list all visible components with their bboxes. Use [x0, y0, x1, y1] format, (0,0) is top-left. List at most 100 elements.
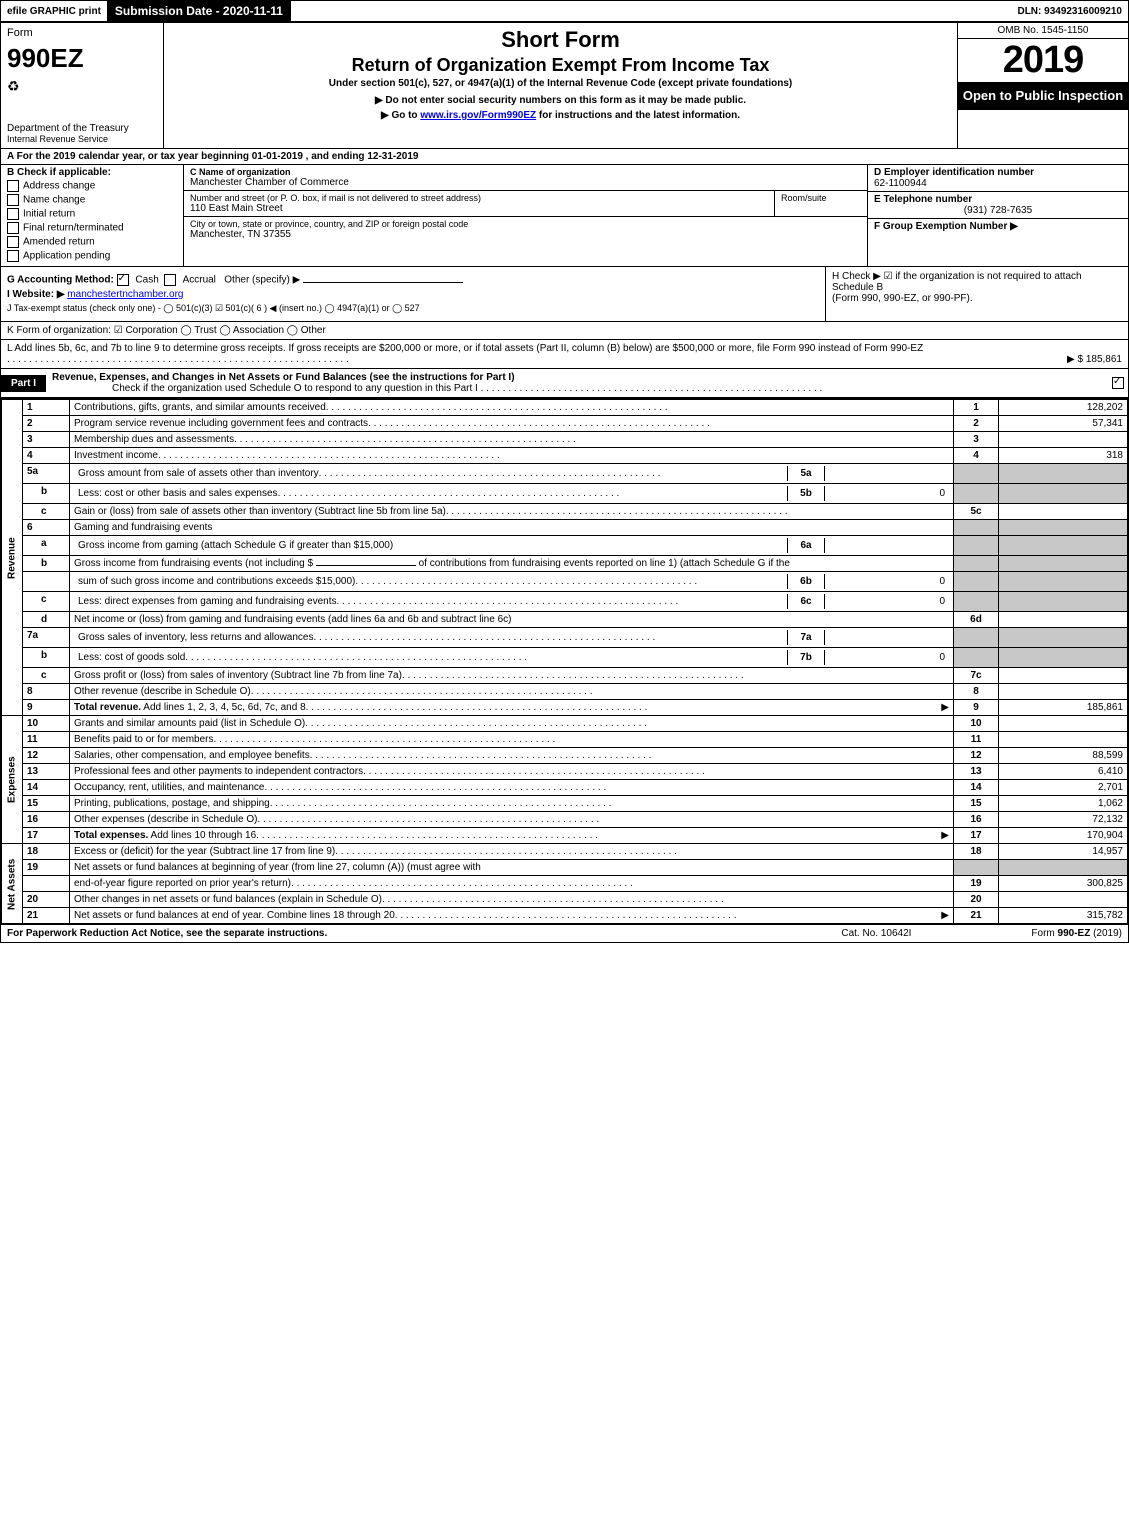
- line-17-amount: 170,904: [999, 828, 1128, 844]
- submission-date-button[interactable]: Submission Date - 2020-11-11: [107, 1, 291, 21]
- line-6c-desc: Less: direct expenses from gaming and fu…: [78, 596, 336, 607]
- return-of-title: Return of Organization Exempt From Incom…: [170, 55, 951, 76]
- table-row: 21 Net assets or fund balances at end of…: [2, 908, 1128, 924]
- line-5a-desc: Gross amount from sale of assets other t…: [78, 468, 319, 479]
- line-11-amount: [999, 732, 1128, 748]
- line-10-desc: Grants and similar amounts paid (list in…: [74, 718, 305, 729]
- line-6a-desc: Gross income from gaming (attach Schedul…: [78, 540, 393, 551]
- table-row: c Less: direct expenses from gaming and …: [2, 592, 1128, 612]
- line-5c-desc: Gain or (loss) from sale of assets other…: [74, 506, 446, 517]
- website-link[interactable]: manchestertnchamber.org: [67, 289, 183, 300]
- line-5a-inner-amount: [825, 466, 949, 481]
- goto-instructions: ▶ Go to www.irs.gov/Form990EZ for instru…: [170, 110, 951, 121]
- table-row: Expenses 10 Grants and similar amounts p…: [2, 716, 1128, 732]
- l-gross-receipts: L Add lines 5b, 6c, and 7b to line 9 to …: [1, 340, 1128, 369]
- g-accounting-method: G Accounting Method: Cash Accrual Other …: [7, 274, 819, 286]
- revenue-side-label: Revenue: [2, 400, 23, 716]
- table-row: c Gross profit or (loss) from sales of i…: [2, 668, 1128, 684]
- table-row: 9 Total revenue. Add lines 1, 2, 3, 4, 5…: [2, 700, 1128, 716]
- f-group-exemption-label: F Group Exemption Number ▶: [874, 221, 1122, 232]
- checkbox-cash[interactable]: [117, 274, 129, 286]
- checkbox-amended-return[interactable]: Amended return: [7, 236, 177, 248]
- checkbox-schedule-o[interactable]: [1112, 377, 1124, 389]
- table-row: 12 Salaries, other compensation, and emp…: [2, 748, 1128, 764]
- street-address: 110 East Main Street: [190, 203, 768, 214]
- street-label: Number and street (or P. O. box, if mail…: [190, 193, 768, 203]
- table-row: 15 Printing, publications, postage, and …: [2, 796, 1128, 812]
- part-1-label: Part I: [1, 375, 46, 392]
- section-g-h: G Accounting Method: Cash Accrual Other …: [1, 267, 1128, 322]
- i-website: I Website: ▶ manchestertnchamber.org: [7, 289, 819, 300]
- under-section-text: Under section 501(c), 527, or 4947(a)(1)…: [170, 78, 951, 89]
- table-row: b Gross income from fundraising events (…: [2, 556, 1128, 572]
- line-7b-desc: Less: cost of goods sold: [78, 652, 185, 663]
- c-label: C Name of organization: [190, 167, 861, 177]
- irs-link[interactable]: www.irs.gov/Form990EZ: [420, 110, 536, 121]
- part-1-table: Revenue 1 Contributions, gifts, grants, …: [1, 399, 1128, 924]
- checkbox-application-pending[interactable]: Application pending: [7, 250, 177, 262]
- part-1-sub: Check if the organization used Schedule …: [112, 383, 478, 394]
- line-4-amount: 318: [999, 448, 1128, 464]
- organization-name: Manchester Chamber of Commerce: [190, 177, 861, 188]
- table-row: c Gain or (loss) from sale of assets oth…: [2, 504, 1128, 520]
- line-5b-desc: Less: cost or other basis and sales expe…: [78, 488, 278, 499]
- checkbox-address-change[interactable]: Address change: [7, 180, 177, 192]
- table-row: end-of-year figure reported on prior yea…: [2, 876, 1128, 892]
- catalog-number: Cat. No. 10642I: [841, 928, 911, 939]
- part-1-title: Revenue, Expenses, and Changes in Net As…: [52, 372, 515, 383]
- footer-form-number: 990-EZ: [1058, 928, 1091, 939]
- form-header: Form 990EZ ♻ Department of the Treasury …: [1, 23, 1128, 149]
- line-2-desc: Program service revenue including govern…: [74, 418, 368, 429]
- department-label: Department of the Treasury: [7, 123, 157, 134]
- line-16-amount: 72,132: [999, 812, 1128, 828]
- line-19-desc-2: end-of-year figure reported on prior yea…: [74, 878, 291, 889]
- table-row: b Less: cost of goods sold 7b 0: [2, 648, 1128, 668]
- line-19-amount: 300,825: [999, 876, 1128, 892]
- table-row: 16 Other expenses (describe in Schedule …: [2, 812, 1128, 828]
- paperwork-notice: For Paperwork Reduction Act Notice, see …: [7, 928, 841, 939]
- section-b: B Check if applicable: Address change Na…: [1, 165, 1128, 267]
- short-form-title: Short Form: [170, 27, 951, 53]
- checkbox-initial-return[interactable]: Initial return: [7, 208, 177, 220]
- city-label: City or town, state or province, country…: [190, 219, 861, 229]
- net-assets-side-label: Net Assets: [2, 844, 23, 924]
- city-state-zip: Manchester, TN 37355: [190, 229, 861, 240]
- section-b-label: B Check if applicable:: [7, 167, 177, 178]
- line-6-desc: Gaming and fundraising events: [70, 520, 954, 536]
- checkbox-final-return[interactable]: Final return/terminated: [7, 222, 177, 234]
- checkbox-name-change[interactable]: Name change: [7, 194, 177, 206]
- line-11-desc: Benefits paid to or for members: [74, 734, 214, 745]
- line-8-amount: [999, 684, 1128, 700]
- table-row: 3 Membership dues and assessments 3: [2, 432, 1128, 448]
- part-1-header: Part I Revenue, Expenses, and Changes in…: [1, 369, 1128, 399]
- line-5b-inner-amount: 0: [825, 486, 949, 501]
- line-14-amount: 2,701: [999, 780, 1128, 796]
- table-row: 7a Gross sales of inventory, less return…: [2, 628, 1128, 648]
- line-6d-amount: [999, 612, 1128, 628]
- e-telephone-label: E Telephone number: [874, 194, 1122, 205]
- checkbox-accrual[interactable]: [164, 274, 176, 286]
- table-row: d Net income or (loss) from gaming and f…: [2, 612, 1128, 628]
- k-form-of-organization: K Form of organization: ☑ Corporation ◯ …: [1, 322, 1128, 340]
- efile-label[interactable]: efile GRAPHIC print: [1, 4, 107, 19]
- room-label: Room/suite: [781, 193, 861, 203]
- table-row: Net Assets 18 Excess or (deficit) for th…: [2, 844, 1128, 860]
- line-14-desc: Occupancy, rent, utilities, and maintena…: [74, 782, 264, 793]
- goto-post: for instructions and the latest informat…: [536, 110, 740, 121]
- table-row: 20 Other changes in net assets or fund b…: [2, 892, 1128, 908]
- j-tax-exempt-status: J Tax-exempt status (check only one) - ◯…: [7, 303, 819, 314]
- line-13-desc: Professional fees and other payments to …: [74, 766, 363, 777]
- line-19-desc-1: Net assets or fund balances at beginning…: [70, 860, 954, 876]
- irs-label: Internal Revenue Service: [7, 134, 157, 144]
- telephone-number: (931) 728-7635: [874, 205, 1122, 216]
- line-a-tax-year: A For the 2019 calendar year, or tax yea…: [1, 149, 1128, 165]
- table-row: 13 Professional fees and other payments …: [2, 764, 1128, 780]
- line-12-desc: Salaries, other compensation, and employ…: [74, 750, 310, 761]
- h-schedule-b-check: H Check ▶ ☑ if the organization is not r…: [832, 271, 1122, 293]
- line-21-amount: 315,782: [999, 908, 1128, 924]
- table-row: 19 Net assets or fund balances at beginn…: [2, 860, 1128, 876]
- form-label: Form: [7, 27, 157, 39]
- line-20-amount: [999, 892, 1128, 908]
- table-row: sum of such gross income and contributio…: [2, 572, 1128, 592]
- table-row: 11 Benefits paid to or for members 11: [2, 732, 1128, 748]
